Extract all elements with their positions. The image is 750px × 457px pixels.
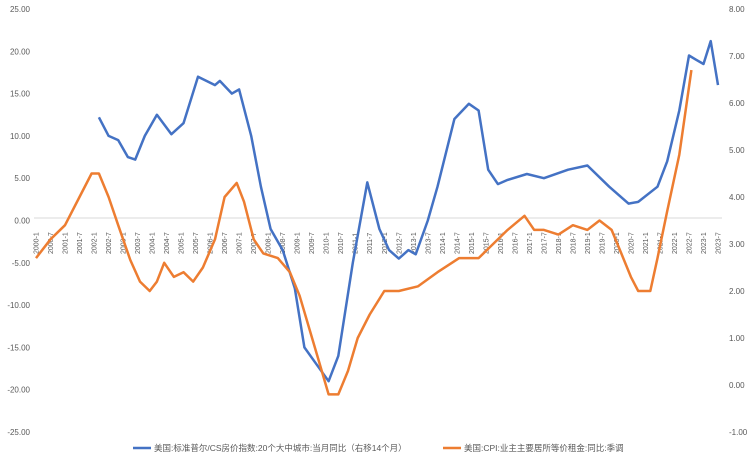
- x-tick-label: 2023-1: [701, 232, 708, 254]
- x-tick-label: 2015-7: [483, 232, 490, 254]
- x-tick-label: 2019-1: [585, 232, 592, 254]
- left-tick-label: -15.00: [7, 343, 30, 352]
- x-tick-label: 2022-1: [672, 232, 679, 254]
- x-tick-label: 2022-7: [686, 232, 693, 254]
- x-tick-label: 2015-1: [469, 232, 476, 254]
- left-tick-label: 20.00: [10, 47, 31, 56]
- x-tick-label: 2016-7: [512, 232, 519, 254]
- left-tick-label: -25.00: [7, 428, 30, 437]
- x-tick-label: 2002-1: [92, 232, 99, 254]
- x-tick-label: 2006-7: [222, 232, 229, 254]
- x-tick-label: 2000-7: [48, 232, 55, 254]
- x-tick-label: 2009-1: [295, 232, 302, 254]
- series-lines: [35, 39, 720, 396]
- x-tick-label: 2002-7: [106, 232, 113, 254]
- x-tick-label: 2013-1: [411, 232, 418, 254]
- x-tick-label: 2000-1: [34, 232, 41, 254]
- x-axis: 2000-1 2000-7 2001-1 2001-7 2002-1 2002-7 2003…: [34, 232, 723, 254]
- legend: 美国:标准普尔/CS房价指数:20个大中城市:当月同比（右移14个月） 美国:C…: [133, 443, 624, 453]
- right-tick-label: 0.00: [729, 381, 745, 390]
- left-tick-label: 15.00: [10, 90, 31, 99]
- left-tick-label: 10.00: [10, 132, 31, 141]
- x-tick-label: 2004-7: [164, 232, 171, 254]
- x-tick-label: 2017-7: [541, 232, 548, 254]
- right-tick-label: 4.00: [729, 193, 745, 202]
- x-tick-label: 2016-1: [498, 232, 505, 254]
- x-tick-label: 2014-7: [454, 232, 461, 254]
- x-tick-label: 2021-1: [643, 232, 650, 254]
- x-tick-label: 2001-1: [63, 232, 70, 254]
- right-axis: 8.00 7.00 6.00 5.00 4.00 3.00 2.00 1.00 0.00 -1.0…: [729, 5, 748, 437]
- right-tick-label: 1.00: [729, 334, 745, 343]
- left-tick-label: -20.00: [7, 386, 30, 395]
- x-tick-label: 2001-7: [77, 232, 84, 254]
- right-tick-label: 3.00: [729, 240, 745, 249]
- left-tick-label: -10.00: [7, 301, 30, 310]
- x-tick-label: 2014-1: [440, 232, 447, 254]
- x-tick-label: 2012-7: [396, 232, 403, 254]
- left-tick-label: 5.00: [14, 174, 30, 183]
- x-tick-label: 2007-1: [237, 232, 244, 254]
- x-tick-label: 2013-7: [425, 232, 432, 254]
- series-line-oer: [35, 69, 693, 396]
- right-tick-label: 8.00: [729, 5, 745, 14]
- x-tick-label: 2004-1: [150, 232, 157, 254]
- x-tick-label: 2017-1: [527, 232, 534, 254]
- x-tick-label: 2019-7: [599, 232, 606, 254]
- right-tick-label: 6.00: [729, 99, 745, 108]
- right-tick-label: 5.00: [729, 146, 745, 155]
- x-tick-label: 2020-7: [628, 232, 635, 254]
- x-tick-label: 2008-7: [280, 232, 287, 254]
- x-tick-label: 2023-7: [716, 232, 723, 254]
- x-tick-label: 2008-1: [266, 232, 273, 254]
- x-tick-label: 2005-1: [179, 232, 186, 254]
- right-tick-label: 7.00: [729, 52, 745, 61]
- x-tick-label: 2018-1: [556, 232, 563, 254]
- x-tick-label: 2007-7: [251, 232, 258, 254]
- right-tick-label: 2.00: [729, 287, 745, 296]
- x-tick-label: 2003-7: [135, 232, 142, 254]
- x-tick-label: 2005-7: [193, 232, 200, 254]
- legend-label-hpi: 美国:标准普尔/CS房价指数:20个大中城市:当月同比（右移14个月）: [154, 443, 407, 453]
- x-tick-label: 2006-1: [208, 232, 215, 254]
- x-tick-label: 2010-7: [338, 232, 345, 254]
- left-axis: 25.00 20.00 15.00 10.00 5.00 0.00 -5.00 -10.00 -…: [7, 5, 30, 437]
- left-tick-label: -5.00: [12, 259, 31, 268]
- right-tick-label: -1.00: [729, 428, 748, 437]
- left-tick-label: 25.00: [10, 5, 31, 14]
- x-tick-label: 2010-1: [324, 232, 331, 254]
- left-tick-label: 0.00: [14, 217, 30, 226]
- legend-label-oer: 美国:CPI:业主主要居所等价租金:同比:季调: [464, 443, 624, 453]
- x-tick-label: 2011-7: [367, 233, 374, 254]
- x-tick-label: 2009-7: [309, 232, 316, 254]
- x-tick-label: 2018-7: [570, 232, 577, 254]
- series-line-hpi: [97, 39, 720, 383]
